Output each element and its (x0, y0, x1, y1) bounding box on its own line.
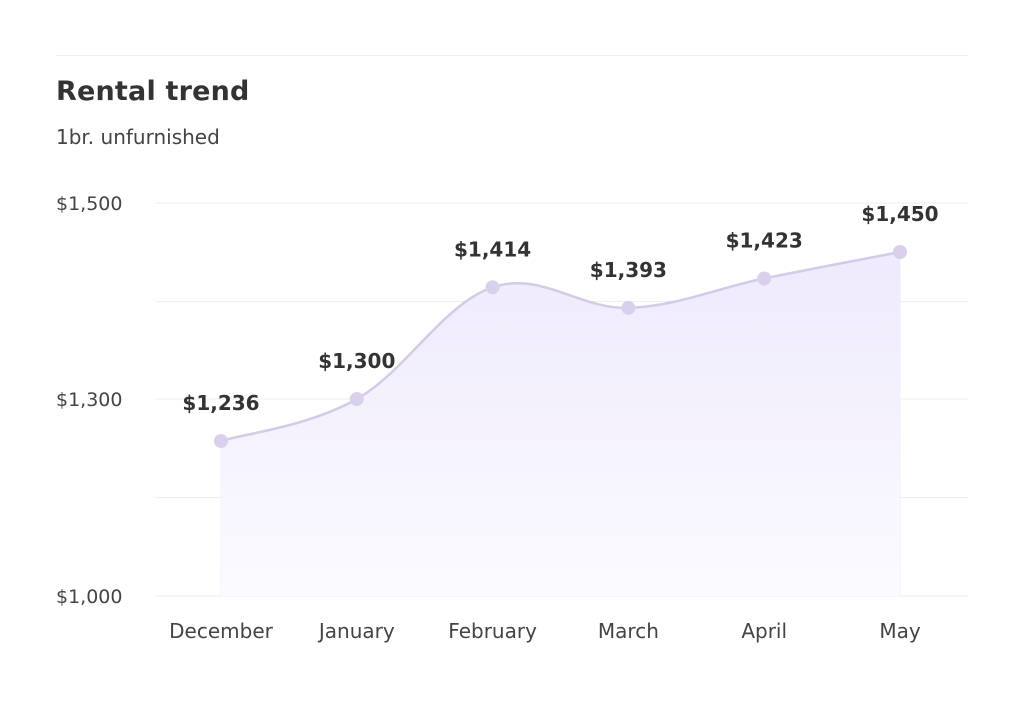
data-point[interactable] (349, 392, 364, 406)
y-tick-label: $1,000 (56, 586, 122, 608)
data-label: $1,236 (182, 391, 259, 415)
x-category-label: May (879, 619, 921, 643)
data-label: $1,450 (861, 202, 938, 226)
data-label: $1,300 (318, 349, 395, 373)
x-category-label: April (741, 619, 787, 643)
top-divider (56, 55, 968, 56)
data-point[interactable] (757, 271, 772, 286)
data-label: $1,393 (590, 258, 667, 282)
y-tick-label: $1,300 (56, 389, 122, 411)
data-point[interactable] (621, 300, 636, 315)
chart-title: Rental trend (56, 76, 250, 107)
series-line (220, 250, 901, 443)
y-tick-label: $1,500 (56, 193, 122, 215)
chart-subtitle: 1br. unfurnished (56, 125, 220, 149)
data-point[interactable] (485, 280, 500, 295)
x-category-label: December (169, 619, 273, 643)
x-category-label: March (598, 619, 659, 643)
data-label: $1,414 (454, 237, 531, 261)
x-category-label: February (448, 619, 537, 643)
data-point[interactable] (893, 245, 907, 259)
series-area-fill (221, 252, 900, 596)
x-category-label: January (317, 619, 395, 643)
data-label: $1,423 (726, 228, 803, 252)
data-point[interactable] (214, 434, 228, 449)
